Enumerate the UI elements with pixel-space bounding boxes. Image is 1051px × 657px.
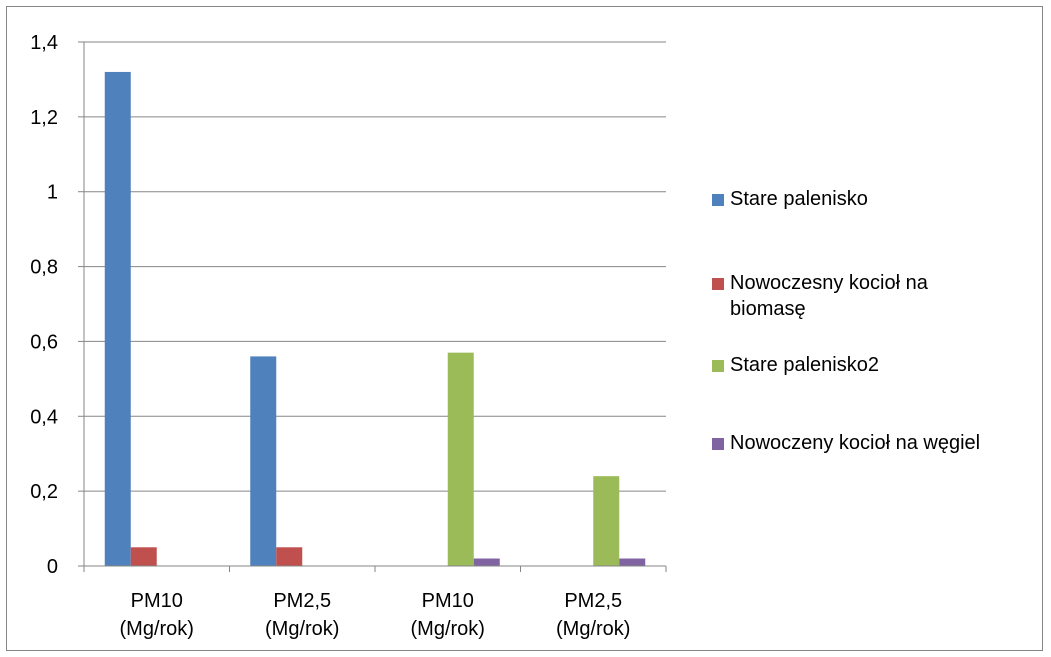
chart-frame xyxy=(6,6,1043,651)
y-tick-label: 0 xyxy=(47,556,58,578)
bar xyxy=(473,558,500,566)
legend-label: Stare palenisko xyxy=(730,188,868,210)
axes xyxy=(78,41,667,572)
x-category-label: PM2,5 xyxy=(273,590,331,612)
legend-swatch xyxy=(712,278,724,290)
legend-item: Nowoczeny kocioł na węgiel xyxy=(712,430,1030,456)
x-category-labels: PM10 (Mg/rok) PM2,5 (Mg/rok) PM10 (Mg/rok) PM2… xyxy=(120,590,631,640)
y-tick-label: 0,8 xyxy=(30,257,58,279)
legend-swatch xyxy=(712,438,724,450)
bar xyxy=(447,352,474,566)
x-category-label: (Mg/rok) xyxy=(120,618,194,640)
legend-label: Nowoczeny kocioł na węgiel xyxy=(730,432,981,454)
legend-swatch xyxy=(712,194,724,206)
gridlines xyxy=(84,41,666,492)
y-tick-labels: 0 0,2 0,4 0,6 0,8 1 1,2 1,4 xyxy=(30,32,58,578)
legend-swatch xyxy=(712,360,724,372)
bar xyxy=(130,547,157,566)
x-category-label: (Mg/rok) xyxy=(265,618,339,640)
legend-item: Stare palenisko2 xyxy=(712,352,1030,378)
legend-label: Stare palenisko2 xyxy=(730,354,879,376)
legend-item: Nowoczesny kocioł na biomasę xyxy=(712,270,980,322)
y-tick-label: 0,2 xyxy=(30,481,58,503)
bar xyxy=(104,71,131,566)
y-tick-label: 0,4 xyxy=(30,406,58,428)
bar xyxy=(276,547,303,566)
x-category-label: PM2,5 xyxy=(564,590,622,612)
bars xyxy=(104,71,646,566)
y-tick-label: 0,6 xyxy=(30,331,58,353)
legend-item: Stare palenisko xyxy=(712,186,1030,212)
bar xyxy=(593,476,620,566)
y-tick-label: 1,4 xyxy=(30,32,58,54)
y-tick-label: 1,2 xyxy=(30,107,58,129)
x-category-label: (Mg/rok) xyxy=(411,618,485,640)
bar xyxy=(250,356,277,566)
x-category-label: PM10 xyxy=(131,590,183,612)
legend-label: Nowoczesny kocioł na biomasę xyxy=(730,272,928,320)
x-category-label: (Mg/rok) xyxy=(556,618,630,640)
x-category-label: PM10 xyxy=(422,590,474,612)
bar xyxy=(619,558,646,566)
y-tick-label: 1 xyxy=(47,182,58,204)
